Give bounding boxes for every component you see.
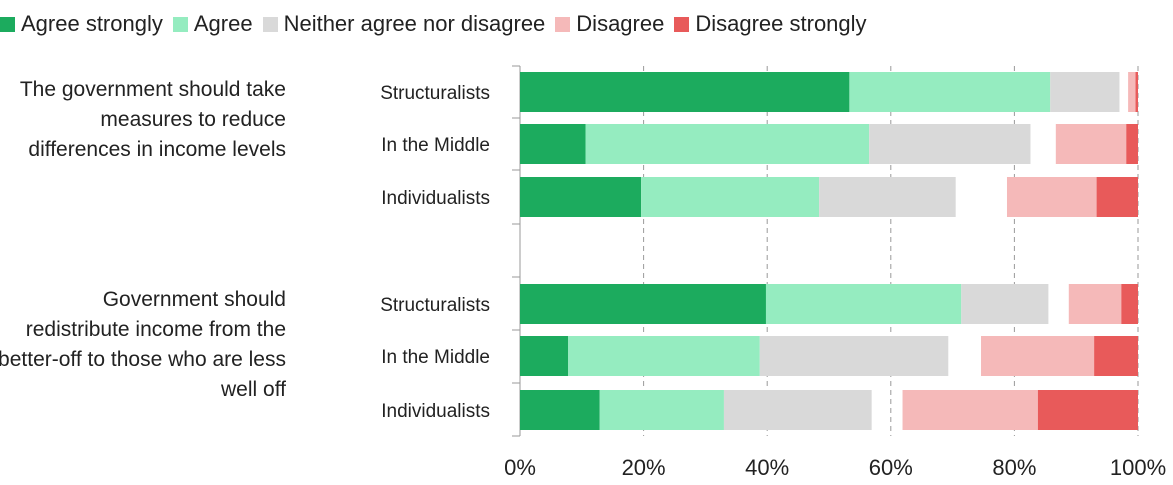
- legend-label: Agree strongly: [21, 11, 163, 36]
- bar-segment-disagree: [1006, 177, 1097, 217]
- category-label: Structuralists: [380, 83, 490, 104]
- category-label: In the Middle: [381, 347, 490, 368]
- legend-swatch: [555, 16, 571, 32]
- bar-segment-agree-strongly: [520, 177, 642, 217]
- bar-segment-agree-strongly: [520, 336, 569, 376]
- bar-segment-agree: [641, 177, 820, 217]
- bar-segment-agree: [849, 72, 1051, 112]
- bar-segment-agree-strongly: [520, 72, 850, 112]
- x-tick-label: 100%: [1110, 455, 1166, 480]
- bar-segment-agree: [568, 336, 760, 376]
- bar-segment-disagree-strongly: [1096, 177, 1138, 217]
- bar-segment-agree-strongly: [520, 390, 600, 430]
- legend-item: Agree strongly: [0, 11, 163, 37]
- bar-segment-neither: [759, 336, 949, 376]
- bar-segment-disagree: [1068, 284, 1122, 324]
- bar-segment-neither: [1050, 72, 1120, 112]
- legend-swatch: [0, 16, 15, 32]
- bar-segment-disagree: [1128, 72, 1136, 112]
- bar-segment-disagree-strongly: [1135, 72, 1138, 112]
- bar-segment-agree-strongly: [520, 124, 586, 164]
- bar-segment-disagree: [1055, 124, 1127, 164]
- legend-item: Disagree: [555, 11, 664, 37]
- legend-swatch: [674, 16, 690, 32]
- bar-segment-neither: [723, 390, 872, 430]
- legend-item: Disagree strongly: [674, 11, 867, 37]
- legend-label: Neither agree nor disagree: [283, 11, 546, 36]
- legend-item: Neither agree nor disagree: [262, 11, 546, 37]
- bar-segment-agree: [765, 284, 962, 324]
- x-tick-label: 80%: [992, 455, 1036, 480]
- legend-swatch: [262, 16, 278, 32]
- category-label: Individualists: [381, 401, 490, 422]
- chart-legend: Agree strongly Agree Neither agree nor dis…: [0, 6, 877, 42]
- bar-segment-disagree: [981, 336, 1095, 376]
- bar-segment-disagree-strongly: [1126, 124, 1138, 164]
- category-label: In the Middle: [381, 135, 490, 156]
- legend-label: Agree: [193, 11, 253, 36]
- bar-segment-agree-strongly: [520, 284, 766, 324]
- question-1-label: The government should take measures to r…: [19, 78, 286, 161]
- bar-segment-disagree-strongly: [1037, 390, 1138, 430]
- x-tick-label: 20%: [622, 455, 666, 480]
- legend-item: Agree: [172, 11, 253, 37]
- bar-segment-disagree: [902, 390, 1038, 430]
- bar-segment-agree: [599, 390, 724, 430]
- legend-label: Disagree: [576, 11, 665, 36]
- x-tick-label: 40%: [745, 455, 789, 480]
- bar-segment-agree: [585, 124, 870, 164]
- bar-segment-neither: [961, 284, 1049, 324]
- bar-segment-disagree-strongly: [1121, 284, 1138, 324]
- x-tick-label: 60%: [869, 455, 913, 480]
- bar-segment-neither: [819, 177, 956, 217]
- bar-segment-neither: [869, 124, 1031, 164]
- category-label: Individualists: [381, 188, 490, 209]
- x-tick-label: 0%: [504, 455, 536, 480]
- question-2-label: Government should redistribute income fr…: [0, 288, 286, 401]
- category-label: Structuralists: [380, 295, 490, 316]
- legend-label: Disagree strongly: [695, 11, 867, 36]
- bar-segment-disagree-strongly: [1094, 336, 1138, 376]
- legend-swatch: [172, 16, 188, 32]
